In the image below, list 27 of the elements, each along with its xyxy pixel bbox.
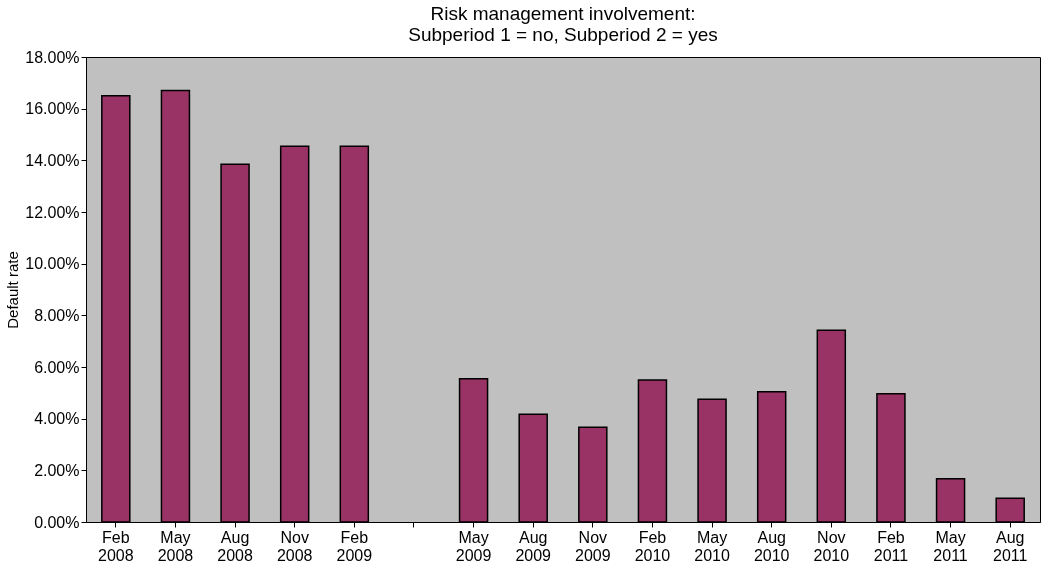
x-tick-label: Aug 2010 <box>753 528 790 564</box>
x-tick-label: Aug 2011 <box>992 528 1028 564</box>
y-tick-label: 8.00% <box>34 306 80 324</box>
x-tick-label: Nov 2008 <box>276 528 313 564</box>
y-tick-label: 6.00% <box>34 358 80 376</box>
x-tick-label: Feb 2011 <box>873 528 909 564</box>
x-tick-label: Nov 2009 <box>575 528 611 564</box>
x-tick-label: May 2008 <box>157 528 194 564</box>
y-tick-label: 18.00% <box>25 48 80 66</box>
y-tick-label: 12.00% <box>25 203 80 221</box>
x-tick-label: Feb 2008 <box>98 528 134 564</box>
y-tick-label: 4.00% <box>34 410 80 428</box>
y-tick-label: 2.00% <box>34 461 80 479</box>
chart-title: Risk management involvement: Subperiod 1 = no, Subperiod 2 = yes <box>408 3 718 45</box>
x-tick-label: Aug 2009 <box>515 528 552 564</box>
x-tick-label: Nov 2010 <box>813 528 850 564</box>
y-tick-label: 0.00% <box>34 513 80 531</box>
x-tick-label: May 2009 <box>455 528 492 564</box>
y-tick-label: 16.00% <box>25 100 80 118</box>
y-axis-title: Default rate <box>4 251 22 329</box>
x-tick-label: May 2010 <box>694 528 730 564</box>
y-tick-label: 10.00% <box>25 255 80 273</box>
x-tick-label: May 2011 <box>933 528 968 564</box>
y-tick-label: 14.00% <box>25 151 80 169</box>
x-tick-label: Feb 2009 <box>336 528 373 564</box>
x-tick-label: Feb 2010 <box>634 528 671 564</box>
x-tick-label: Aug 2008 <box>217 528 253 564</box>
